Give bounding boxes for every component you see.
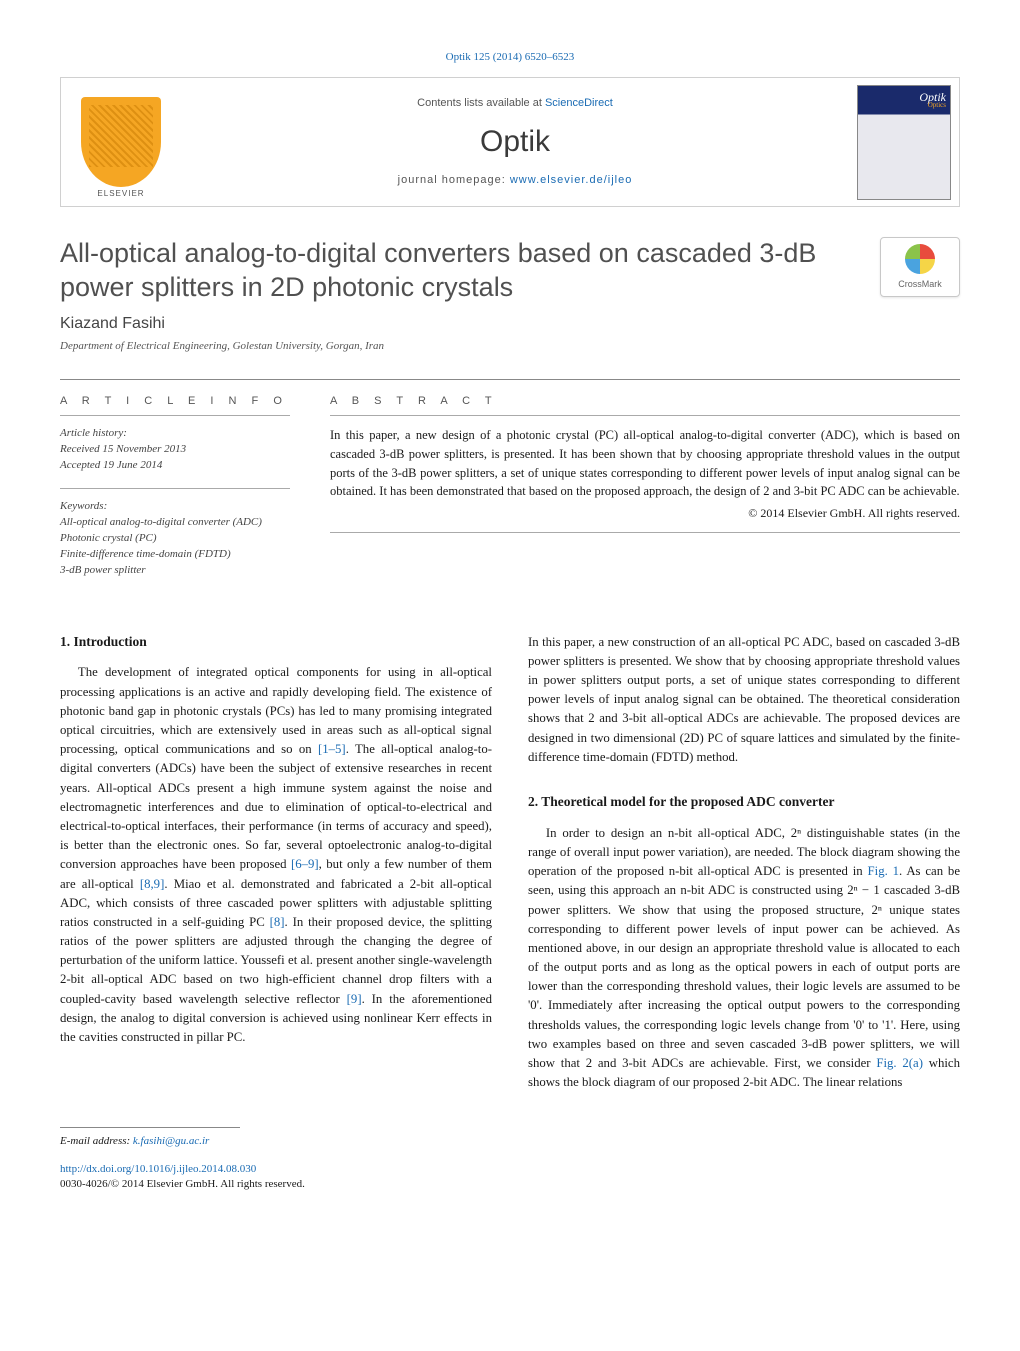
history-label: Article history: — [60, 427, 127, 439]
doi-line: http://dx.doi.org/10.1016/j.ijleo.2014.0… — [60, 1162, 492, 1177]
journal-cover-thumbnail: Optik Optics — [857, 85, 951, 200]
section-heading: 1. Introduction — [60, 633, 492, 652]
column-right: In this paper, a new construction of an … — [528, 633, 960, 1193]
body-paragraph: The development of integrated optical co… — [60, 663, 492, 1047]
abstract-label: a b s t r a c t — [330, 394, 960, 409]
contents-line: Contents lists available at ScienceDirec… — [417, 96, 613, 111]
issn-copyright: 0030-4026/© 2014 Elsevier GmbH. All righ… — [60, 1177, 492, 1192]
received-date: Received 15 November 2013 — [60, 443, 186, 455]
journal-cover-cell: Optik Optics — [849, 78, 959, 206]
keywords-label: Keywords: — [60, 500, 107, 512]
cover-subtitle: Optics — [928, 101, 946, 111]
contents-prefix: Contents lists available at — [417, 97, 545, 109]
keyword: Photonic crystal (PC) — [60, 532, 157, 544]
article-info-column: a r t i c l e i n f o Article history: R… — [60, 394, 290, 593]
author-affiliation: Department of Electrical Engineering, Go… — [60, 339, 960, 354]
accepted-date: Accepted 19 June 2014 — [60, 459, 162, 471]
homepage-prefix: journal homepage: — [398, 174, 510, 186]
citation-header: Optik 125 (2014) 6520–6523 — [60, 50, 960, 65]
crossmark-badge[interactable]: CrossMark — [880, 237, 960, 297]
keyword: 3-dB power splitter — [60, 564, 146, 576]
abstract-text: In this paper, a new design of a photoni… — [330, 426, 960, 501]
homepage-link[interactable]: www.elsevier.de/ijleo — [510, 174, 633, 186]
journal-name: Optik — [480, 121, 550, 163]
elsevier-tree-icon: ELSEVIER — [81, 97, 161, 187]
corresponding-email: E-mail address: k.fasihi@gu.ac.ir — [60, 1134, 492, 1149]
email-label: E-mail address: — [60, 1135, 133, 1147]
masthead: ELSEVIER Contents lists available at Sci… — [60, 77, 960, 207]
column-left: 1. Introduction The development of integ… — [60, 633, 492, 1193]
abstract-copyright: © 2014 Elsevier GmbH. All rights reserve… — [330, 505, 960, 522]
keyword: All-optical analog-to-digital converter … — [60, 516, 262, 528]
divider — [330, 415, 960, 416]
article-title: All-optical analog-to-digital converters… — [60, 237, 860, 305]
sciencedirect-link[interactable]: ScienceDirect — [545, 97, 613, 109]
homepage-line: journal homepage: www.elsevier.de/ijleo — [398, 173, 633, 188]
divider — [60, 379, 960, 380]
abstract-column: a b s t r a c t In this paper, a new des… — [330, 394, 960, 593]
publisher-logo-cell: ELSEVIER — [61, 78, 181, 206]
divider — [60, 488, 290, 489]
publisher-logo-label: ELSEVIER — [97, 188, 144, 199]
crossmark-label: CrossMark — [898, 278, 942, 291]
body-paragraph: In this paper, a new construction of an … — [528, 633, 960, 767]
masthead-center: Contents lists available at ScienceDirec… — [181, 78, 849, 206]
author-name: Kiazand Fasihi — [60, 313, 960, 335]
body-paragraph: In order to design an n-bit all-optical … — [528, 824, 960, 1093]
email-link[interactable]: k.fasihi@gu.ac.ir — [133, 1135, 209, 1147]
crossmark-icon — [905, 244, 935, 274]
divider — [60, 415, 290, 416]
divider — [330, 532, 960, 533]
citation-link[interactable]: Optik 125 (2014) 6520–6523 — [446, 51, 575, 63]
keyword: Finite-difference time-domain (FDTD) — [60, 548, 231, 560]
article-history: Article history: Received 15 November 20… — [60, 426, 290, 474]
footnote-divider — [60, 1127, 240, 1128]
section-heading: 2. Theoretical model for the proposed AD… — [528, 793, 960, 812]
body-columns: 1. Introduction The development of integ… — [60, 633, 960, 1193]
article-info-label: a r t i c l e i n f o — [60, 394, 290, 409]
keywords-block: Keywords: All-optical analog-to-digital … — [60, 499, 290, 579]
doi-link[interactable]: http://dx.doi.org/10.1016/j.ijleo.2014.0… — [60, 1163, 256, 1175]
